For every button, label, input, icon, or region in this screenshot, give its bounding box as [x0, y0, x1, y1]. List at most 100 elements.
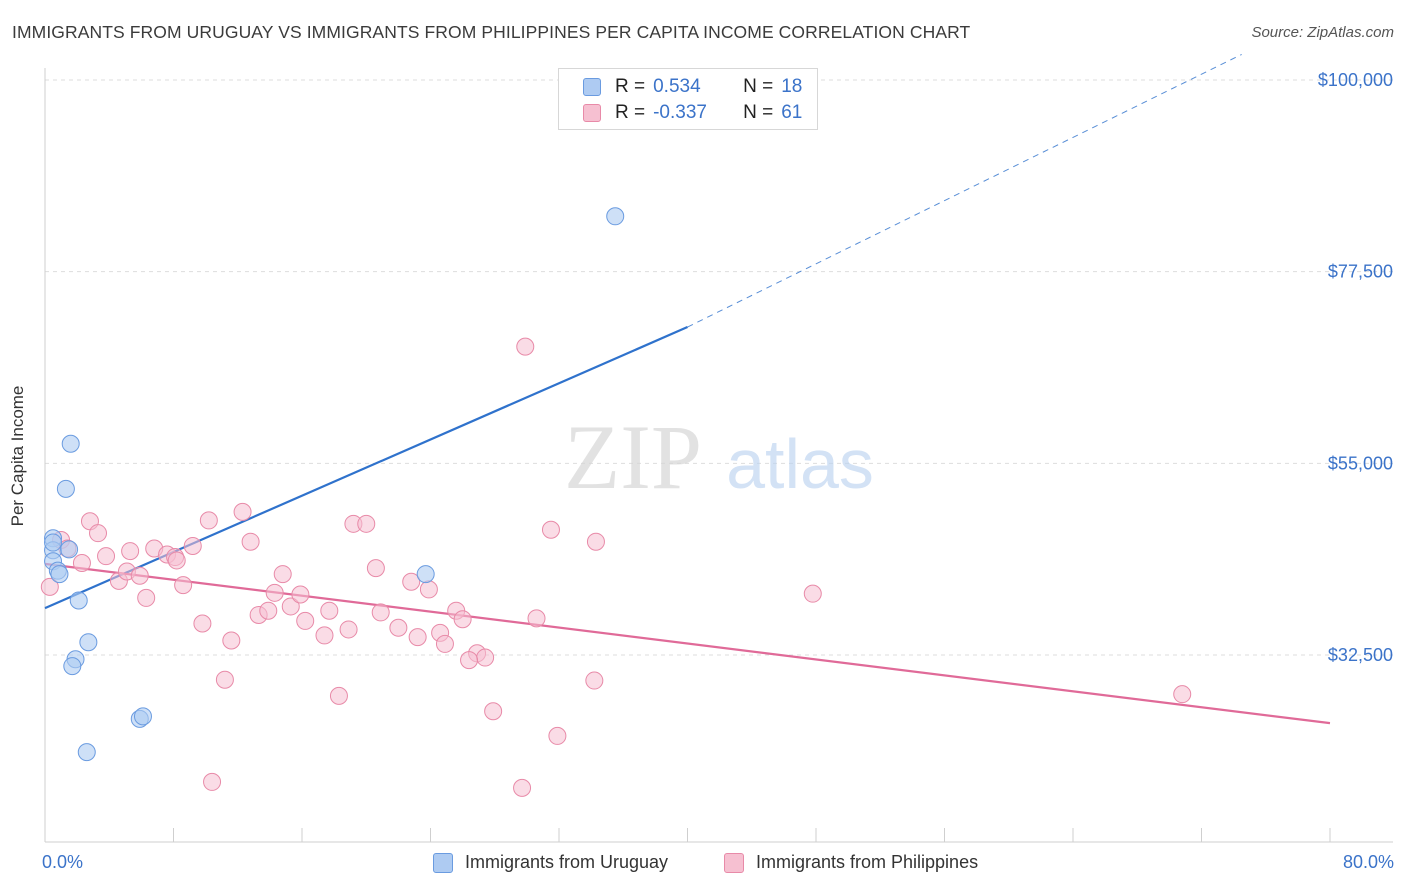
philippines-point-41: [419, 580, 438, 599]
legend-label-philippines: Immigrants from Philippines: [756, 852, 979, 872]
y-tick-labels: $32,500 $55,000 $77,500 $100,000: [1318, 70, 1393, 665]
philippines-legend-swatch: [724, 852, 744, 873]
philippines-point-35: [357, 514, 376, 533]
uruguay-point-13: [133, 707, 152, 726]
philippines-point-54: [585, 671, 604, 690]
philippines-point-47: [476, 648, 495, 667]
uruguay-point-9: [79, 633, 98, 652]
philippines-point-36: [366, 559, 385, 578]
r-label: R =: [615, 102, 646, 123]
r-label: R =: [615, 76, 646, 97]
uruguay-point-17: [44, 533, 63, 552]
y-tick-label-2: $77,500: [1328, 262, 1393, 282]
philippines-point-38: [389, 618, 408, 637]
philippines-point-53: [548, 726, 567, 745]
philippines-point-45: [453, 610, 472, 629]
series-legend: Immigrants from Uruguay Immigrants from …: [0, 852, 1406, 878]
philippines-point-22: [241, 532, 260, 551]
y-tick-label-0: $32,500: [1328, 645, 1393, 665]
uruguay-point-11: [63, 657, 82, 676]
philippines-point-24: [259, 601, 278, 620]
philippines-point-32: [329, 686, 348, 705]
philippines-point-40: [408, 628, 427, 647]
philippines-point-31: [320, 601, 339, 620]
philippines-point-56: [203, 772, 222, 791]
y-tick-label-1: $55,000: [1328, 453, 1393, 473]
n-label: N =: [743, 102, 774, 123]
data-points: [40, 207, 1192, 797]
philippines-point-33: [339, 620, 358, 639]
philippines-point-6: [97, 547, 116, 566]
philippines-point-16: [183, 536, 202, 555]
philippines-point-11: [137, 588, 156, 607]
philippines-point-27: [281, 597, 300, 616]
uruguay-trend-line: [44, 326, 688, 610]
legend-item-philippines[interactable]: Immigrants from Philippines: [724, 852, 978, 873]
philippines-point-15: [174, 576, 193, 595]
philippines-point-39: [402, 572, 421, 591]
philippines-point-9: [121, 542, 140, 561]
philippines-point-58: [1173, 685, 1192, 704]
philippines-point-57: [803, 584, 822, 603]
philippines-point-30: [315, 626, 334, 645]
chart-title: IMMIGRANTS FROM URUGUAY VS IMMIGRANTS FR…: [12, 22, 971, 42]
philippines-point-48: [484, 702, 503, 721]
stats-row-philippines: R = -0.337 N = 61: [583, 101, 802, 125]
philippines-point-10: [130, 566, 149, 585]
n-value: 61: [781, 102, 803, 123]
philippines-point-60: [167, 551, 186, 570]
uruguay-point-7: [56, 479, 75, 498]
philippines-swatch: [583, 104, 601, 122]
philippines-point-59: [460, 651, 479, 670]
uruguay-point-14: [77, 743, 96, 762]
uruguay-point-4: [50, 565, 69, 584]
uruguay-point-5: [60, 540, 79, 559]
philippines-trend-line: [44, 562, 1331, 725]
philippines-point-19: [215, 670, 234, 689]
uruguay-legend-swatch: [433, 852, 453, 873]
stats-row-uruguay: R = 0.534 N = 18: [583, 75, 802, 99]
n-label: N =: [743, 76, 774, 97]
philippines-point-3: [72, 554, 91, 572]
philippines-point-43: [435, 634, 454, 653]
philippines-point-28: [291, 585, 310, 604]
x-tick-label-min: 0.0%: [42, 852, 84, 872]
uruguay-point-6: [61, 434, 80, 453]
uruguay-point-8: [69, 591, 88, 610]
stats-legend: R = 0.534 N = 18 R = -0.337 N = 61: [558, 68, 818, 130]
uruguay-point-15: [416, 565, 435, 584]
philippines-point-50: [516, 337, 535, 356]
philippines-point-0: [40, 577, 59, 596]
philippines-point-29: [296, 611, 315, 630]
uruguay-swatch: [583, 78, 601, 96]
axes: [44, 68, 1393, 843]
r-value: -0.337: [653, 102, 707, 123]
philippines-point-20: [222, 631, 241, 650]
philippines-point-26: [273, 565, 292, 584]
philippines-point-5: [89, 524, 108, 543]
source-label: Source: ZipAtlas.com: [1251, 24, 1394, 41]
watermark-atlas: atlas: [726, 425, 874, 503]
grid-lines: [45, 79, 1393, 656]
philippines-point-18: [199, 511, 218, 530]
r-value: 0.534: [653, 76, 701, 97]
philippines-point-49: [513, 778, 532, 797]
y-tick-label-3: $100,000: [1318, 70, 1393, 90]
philippines-point-25: [265, 583, 284, 602]
uruguay-point-16: [606, 207, 625, 226]
n-value: 18: [781, 76, 803, 97]
philippines-point-51: [527, 609, 546, 628]
philippines-point-21: [233, 502, 252, 521]
legend-label-uruguay: Immigrants from Uruguay: [465, 852, 669, 872]
philippines-point-17: [193, 614, 212, 633]
trend-lines: [44, 53, 1331, 725]
uruguay-trend-extension: [687, 53, 1242, 328]
legend-item-uruguay[interactable]: Immigrants from Uruguay: [433, 852, 668, 873]
philippines-point-55: [586, 532, 605, 551]
watermark-zip: ZIP: [564, 406, 702, 508]
philippines-point-37: [371, 603, 390, 622]
watermark: ZIP atlas: [564, 406, 874, 508]
philippines-point-52: [541, 520, 560, 539]
x-tick-label-max: 80.0%: [1342, 852, 1394, 872]
